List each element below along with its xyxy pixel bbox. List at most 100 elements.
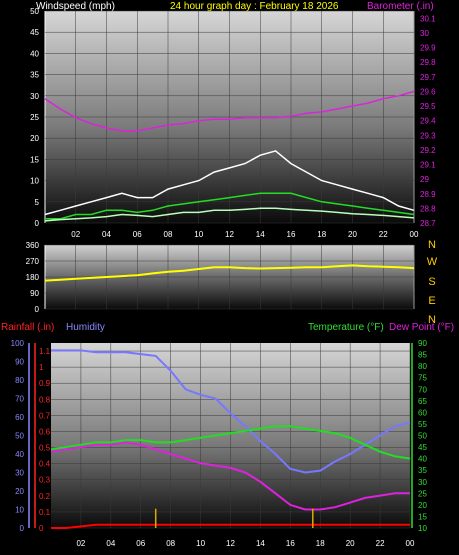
rain-y-tick: 0 — [39, 524, 44, 533]
wind-x-tick: 00 — [410, 230, 419, 239]
humidity-y-tick: 20 — [15, 487, 24, 496]
rain-y-tick: 1 — [39, 363, 44, 372]
direction-series-line — [44, 264, 415, 282]
temp-y-tick: 70 — [418, 385, 427, 394]
temp-y-tick: 15 — [418, 512, 427, 521]
rain-y-tick: 0.9 — [39, 379, 51, 388]
climate-series-line — [50, 441, 410, 511]
wind-x-tick: 18 — [317, 230, 326, 239]
compass-label: E — [428, 295, 435, 307]
humidity-y-tick: 40 — [15, 450, 24, 459]
humidity-y-tick: 0 — [20, 524, 25, 533]
rain-y-tick: 0.5 — [39, 444, 51, 453]
temp-y-tick: 75 — [418, 374, 427, 383]
wind-grid — [45, 10, 415, 224]
temp-y-tick: 45 — [418, 443, 427, 452]
temp-y-tick: 10 — [418, 524, 427, 533]
wind-x-tick: 16 — [287, 230, 296, 239]
climate-x-tick: 00 — [406, 539, 415, 548]
direction-y-tick: 0 — [35, 305, 40, 314]
baro-ylabel: Barometer (.in) — [367, 1, 434, 12]
baro-y-tick: 30.1 — [420, 14, 436, 23]
temp-y-tick: 35 — [418, 466, 427, 475]
wind-x-tick: 14 — [256, 230, 265, 239]
direction-y-tick: 180 — [26, 273, 40, 282]
climate-series-line — [51, 523, 410, 529]
compass-label: S — [428, 276, 435, 288]
baro-y-tick: 29.7 — [420, 73, 436, 82]
climate-grid — [51, 343, 411, 529]
climate-series — [50, 349, 411, 529]
climate-x-tick: 18 — [316, 539, 325, 548]
wind-series-line — [44, 150, 415, 216]
wind-x-tick: 12 — [225, 230, 234, 239]
wind-x-tick: 02 — [71, 230, 80, 239]
rain-y-tick: 0.4 — [39, 460, 51, 469]
humidity-y-tick: 60 — [15, 413, 24, 422]
rain-y-tick: 0.8 — [39, 395, 51, 404]
humidity-y-tick: 100 — [11, 339, 25, 348]
wind-y-tick: 25 — [30, 113, 39, 122]
dewpoint-label: Dew Point (°F) — [389, 322, 454, 333]
temp-y-ticks: 10 15 20 25 30 35 40 45 50 55 60 65 70 75 80 85 90 — [418, 339, 427, 533]
climate-x-tick: 04 — [106, 539, 115, 548]
baro-y-tick: 29.3 — [420, 131, 436, 140]
direction-y-ticks: 0 90 180 270 360 — [26, 241, 40, 314]
wind-x-tick: 10 — [194, 230, 203, 239]
wind-x-tick: 04 — [102, 230, 111, 239]
wind-y-tick: 20 — [30, 134, 39, 143]
rain-y-tick: 0.6 — [39, 427, 51, 436]
baro-y-tick: 30 — [420, 29, 429, 38]
wind-series-line — [44, 90, 415, 132]
direction-y-tick: 90 — [30, 289, 39, 298]
temp-y-tick: 85 — [418, 351, 427, 360]
rain-y-tick: 0.3 — [39, 476, 51, 485]
baro-y-tick: 29.5 — [420, 102, 436, 111]
temp-y-tick: 20 — [418, 501, 427, 510]
humidity-label: Humidity — [66, 322, 105, 333]
climate-x-tick: 12 — [226, 539, 235, 548]
temp-y-tick: 60 — [418, 408, 427, 417]
baro-y-tick: 29.6 — [420, 87, 436, 96]
temp-y-tick: 25 — [418, 489, 427, 498]
baro-y-tick: 28.7 — [420, 219, 436, 228]
climate-x-tick: 06 — [136, 539, 145, 548]
wind-x-tick: 06 — [133, 230, 142, 239]
baro-y-tick: 29.2 — [420, 146, 436, 155]
wind-x-ticks: 02 04 06 08 10 12 14 16 18 20 22 00 — [71, 230, 419, 239]
rain-y-tick: 0.1 — [39, 508, 51, 517]
baro-y-tick: 28.9 — [420, 190, 436, 199]
temp-y-tick: 65 — [418, 397, 427, 406]
wind-ylabel: Windspeed (mph) — [36, 1, 115, 12]
humidity-y-tick: 90 — [15, 358, 24, 367]
climate-x-tick: 14 — [256, 539, 265, 548]
temp-y-tick: 55 — [418, 420, 427, 429]
baro-y-tick: 29.8 — [420, 58, 436, 67]
climate-x-tick: 16 — [286, 539, 295, 548]
rain-y-ticks: 0 0.1 0.2 0.3 0.4 0.5 0.6 0.7 0.8 0.9 1 1.1 — [39, 347, 51, 533]
rainfall-label: Rainfall (.in) — [1, 322, 54, 333]
rain-y-tick: 0.7 — [39, 411, 51, 420]
baro-y-tick: 28.8 — [420, 204, 436, 213]
wind-x-tick: 08 — [164, 230, 173, 239]
wind-y-ticks: 0 5 10 15 20 25 30 35 40 45 50 — [30, 7, 39, 228]
wind-y-tick: 10 — [30, 177, 39, 186]
climate-x-tick: 10 — [196, 539, 205, 548]
baro-y-ticks: 28.7 28.8 28.9 29 29.1 29.2 29.3 29.4 29.5 29.6 29… — [420, 14, 436, 228]
compass-label: W — [427, 256, 438, 268]
wind-y-tick: 0 — [35, 219, 40, 228]
compass-label: N — [428, 239, 436, 251]
wind-y-tick: 5 — [35, 198, 40, 207]
rain-y-tick: 0.2 — [39, 492, 51, 501]
baro-y-tick: 29 — [420, 175, 429, 184]
climate-x-tick: 08 — [166, 539, 175, 548]
humidity-y-tick: 30 — [15, 469, 24, 478]
wind-y-tick: 15 — [30, 155, 39, 164]
climate-panel: Rainfall (.in) Humidity Temperature (°F)… — [1, 322, 454, 548]
wind-y-tick: 45 — [30, 28, 39, 37]
temp-y-tick: 90 — [418, 339, 427, 348]
humidity-y-tick: 10 — [15, 506, 24, 515]
compass-label: N — [428, 314, 436, 326]
